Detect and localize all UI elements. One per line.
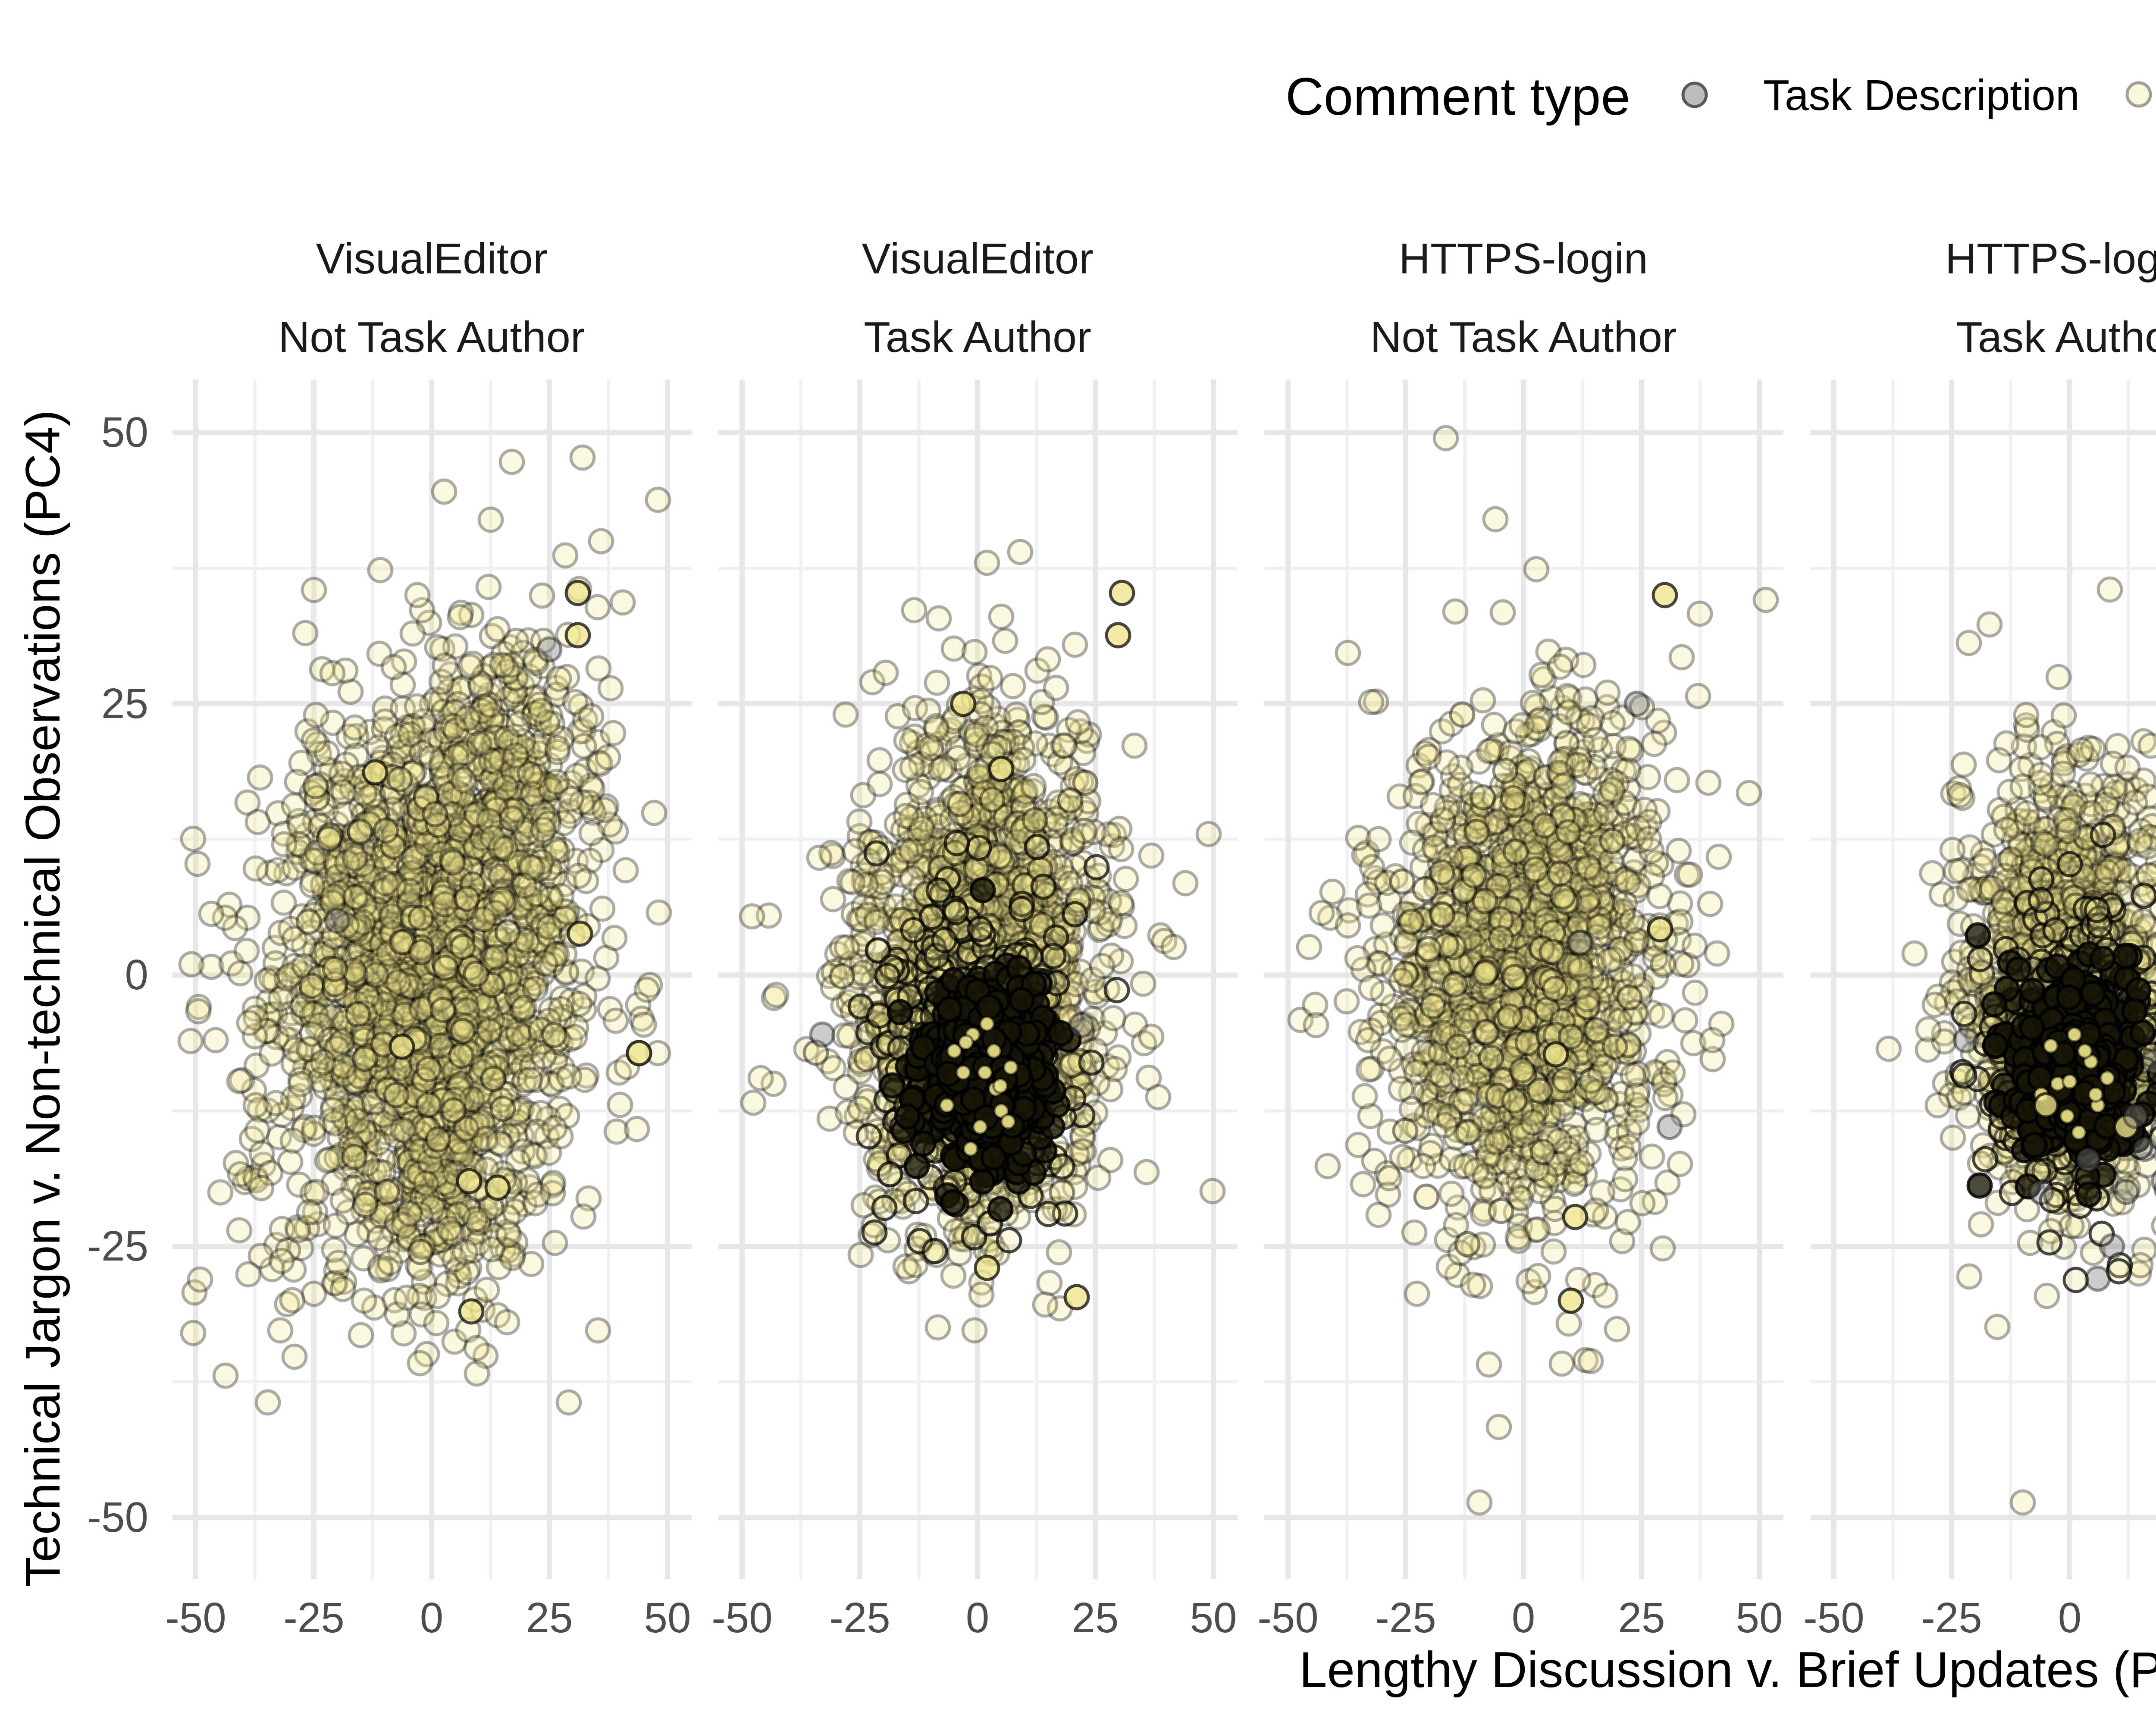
svg-text:Not Task Author: Not Task Author: [1370, 313, 1677, 361]
svg-text:50: 50: [1736, 1594, 1783, 1641]
svg-text:VisualEditor: VisualEditor: [862, 234, 1093, 282]
svg-text:25: 25: [1618, 1594, 1665, 1641]
svg-text:Task Author: Task Author: [864, 313, 1091, 361]
svg-text:HTTPS-login: HTTPS-login: [1945, 234, 2156, 282]
svg-text:0: 0: [966, 1594, 990, 1641]
svg-text:Task Author: Task Author: [1956, 313, 2156, 361]
svg-text:25: 25: [526, 1594, 573, 1641]
svg-text:-50: -50: [1257, 1594, 1319, 1641]
svg-text:0: 0: [420, 1594, 444, 1641]
svg-text:-25: -25: [87, 1222, 148, 1270]
svg-text:VisualEditor: VisualEditor: [316, 234, 547, 282]
svg-text:0: 0: [125, 951, 148, 998]
svg-text:50: 50: [644, 1594, 691, 1641]
svg-text:-25: -25: [283, 1594, 345, 1641]
svg-text:50: 50: [1190, 1594, 1237, 1641]
svg-text:0: 0: [2058, 1594, 2082, 1641]
svg-text:Technical Jargon v. Non-techni: Technical Jargon v. Non-technical Observ…: [15, 410, 70, 1587]
svg-text:-25: -25: [1375, 1594, 1436, 1641]
svg-text:Comment type: Comment type: [1285, 67, 1630, 126]
svg-text:Task Description: Task Description: [1763, 71, 2080, 119]
svg-text:HTTPS-login: HTTPS-login: [1399, 234, 1648, 282]
svg-text:-50: -50: [711, 1594, 773, 1641]
svg-text:-25: -25: [829, 1594, 890, 1641]
svg-text:-25: -25: [1921, 1594, 1982, 1641]
svg-text:-50: -50: [87, 1493, 148, 1541]
svg-text:25: 25: [1072, 1594, 1119, 1641]
svg-text:0: 0: [1512, 1594, 1536, 1641]
svg-text:-50: -50: [165, 1594, 226, 1641]
svg-text:Not Task Author: Not Task Author: [278, 313, 585, 361]
svg-text:Lengthy Discussion v. Brief Up: Lengthy Discussion v. Brief Updates (PC1…: [1299, 1642, 2156, 1698]
svg-text:-50: -50: [1803, 1594, 1865, 1641]
svg-text:50: 50: [101, 408, 148, 456]
svg-text:25: 25: [101, 680, 148, 727]
